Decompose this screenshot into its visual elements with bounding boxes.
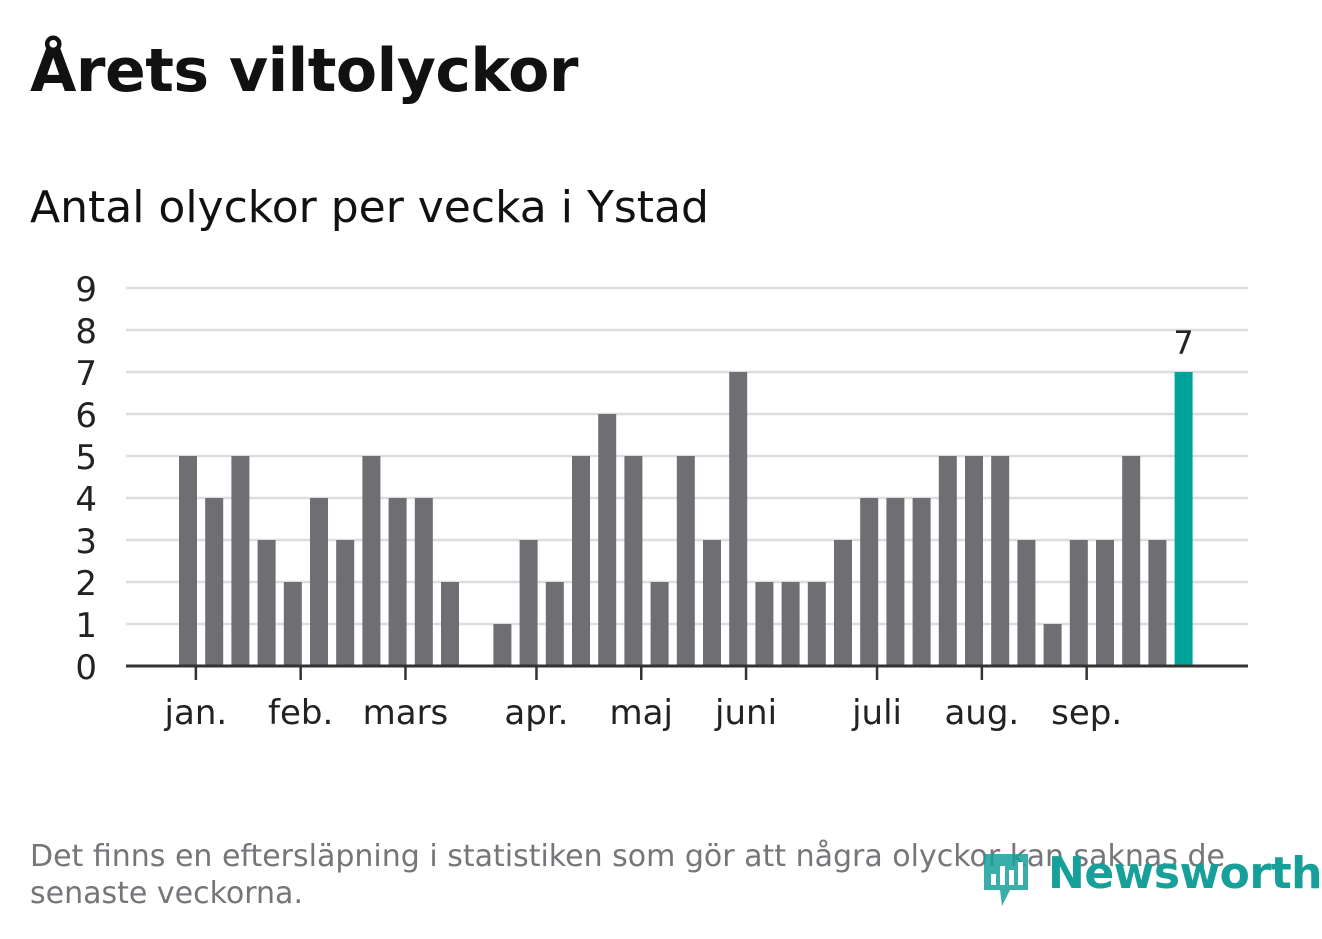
bar bbox=[598, 414, 617, 666]
bar bbox=[388, 498, 407, 666]
newsworthy-logo: Newsworthy bbox=[980, 846, 1322, 910]
x-tick-label: apr. bbox=[504, 693, 568, 733]
bar bbox=[414, 498, 433, 666]
chart-title: Årets viltolyckor bbox=[30, 36, 579, 106]
x-tick-label: feb. bbox=[268, 693, 333, 733]
bar bbox=[650, 582, 669, 666]
newsworthy-logo-text: Newsworthy bbox=[1048, 848, 1322, 899]
bar bbox=[257, 540, 276, 666]
bar bbox=[179, 456, 197, 666]
bar bbox=[545, 582, 564, 666]
x-tick-label: maj bbox=[610, 693, 673, 733]
bar bbox=[1069, 540, 1088, 666]
bar bbox=[519, 540, 538, 666]
y-tick-label: 6 bbox=[75, 396, 97, 436]
y-tick-label: 0 bbox=[75, 648, 97, 688]
bar bbox=[860, 498, 879, 666]
bar bbox=[1043, 624, 1062, 666]
bar bbox=[755, 582, 774, 666]
x-axis: jan. feb. mars apr. maj juni juli aug. sep. bbox=[126, 664, 1248, 733]
y-tick-label: 1 bbox=[75, 606, 97, 646]
bar bbox=[1122, 456, 1141, 666]
data-labels: 7 bbox=[1173, 324, 1193, 362]
y-tick-label: 7 bbox=[75, 354, 97, 394]
y-tick-label: 5 bbox=[75, 438, 97, 478]
bar bbox=[1174, 372, 1193, 666]
bar bbox=[231, 456, 250, 666]
y-tick-label: 9 bbox=[75, 270, 97, 310]
bar bbox=[493, 624, 512, 666]
bar bbox=[729, 372, 748, 666]
newsworthy-logo-icon bbox=[984, 854, 1028, 906]
x-tick-label: mars bbox=[363, 693, 449, 733]
y-tick-label: 4 bbox=[75, 480, 97, 520]
bars bbox=[179, 372, 1193, 666]
bar bbox=[886, 498, 905, 666]
bar bbox=[991, 456, 1010, 666]
x-tick-label: aug. bbox=[944, 693, 1019, 733]
bar bbox=[1148, 540, 1167, 666]
x-tick-label: juni bbox=[714, 693, 777, 733]
x-tick-label: jan. bbox=[164, 693, 228, 733]
chart-subtitle: Antal olyckor per vecka i Ystad bbox=[30, 182, 709, 233]
bar bbox=[572, 456, 590, 666]
y-tick-label: 3 bbox=[75, 522, 97, 562]
bar bbox=[676, 456, 695, 666]
bar bbox=[781, 582, 800, 666]
y-tick-label: 2 bbox=[75, 564, 97, 604]
bar bbox=[1096, 540, 1114, 666]
y-tick-label: 8 bbox=[75, 312, 97, 352]
bar bbox=[807, 582, 826, 666]
bar bbox=[938, 456, 957, 666]
x-tick-label: sep. bbox=[1051, 693, 1122, 733]
bar bbox=[1017, 540, 1036, 666]
bar bbox=[624, 456, 643, 666]
bar bbox=[205, 498, 224, 666]
bar bbox=[336, 540, 355, 666]
last-value-label: 7 bbox=[1173, 324, 1193, 362]
bar bbox=[703, 540, 721, 666]
bar bbox=[912, 498, 931, 666]
bar bbox=[441, 582, 459, 666]
bar bbox=[310, 498, 328, 666]
bar bbox=[834, 540, 852, 666]
bar bbox=[283, 582, 302, 666]
bar bbox=[362, 456, 381, 666]
bar bbox=[965, 456, 983, 666]
x-tick-label: juli bbox=[851, 693, 902, 733]
